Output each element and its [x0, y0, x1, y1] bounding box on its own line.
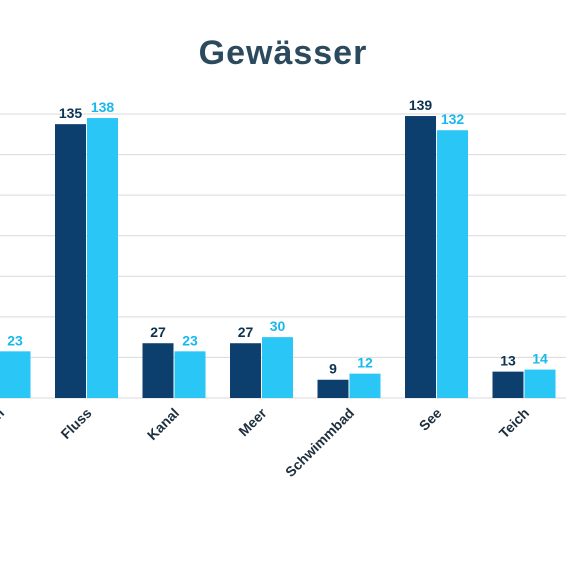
value-label: 23 [182, 332, 198, 348]
bar-schwimmbad-series-2 [349, 373, 381, 398]
bar-schwimmbad-series-1 [317, 379, 349, 398]
bar-n-series-2 [0, 351, 31, 398]
bar-teich-series-2 [524, 369, 556, 398]
bar-see-series-1 [405, 116, 436, 399]
bar-fluss-series-2 [87, 118, 118, 399]
category-label: Schwimmbad [282, 405, 357, 480]
value-label: 9 [329, 361, 337, 377]
value-label: 14 [532, 351, 548, 367]
value-label: 13 [500, 353, 516, 369]
category-label: Fluss [57, 405, 94, 442]
value-label: 30 [270, 318, 286, 334]
bars [0, 116, 556, 399]
category-label: Teich [496, 405, 532, 441]
value-label: 23 [7, 332, 23, 348]
value-label: 132 [441, 111, 465, 127]
category-label: Kanal [144, 405, 182, 443]
value-label: 27 [150, 324, 166, 340]
bar-meer-series-1 [230, 343, 261, 398]
bar-meer-series-2 [262, 337, 293, 398]
bar-fluss-series-1 [55, 124, 86, 399]
bar-teich-series-1 [492, 371, 524, 398]
value-label: 135 [59, 105, 83, 121]
value-label: 12 [357, 355, 373, 371]
value-label: 139 [409, 97, 433, 113]
value-labels: 23 135 138 27 23 27 30 9 12 139 132 13 14 [7, 97, 548, 377]
category-labels: nFlussKanalMeerSchwimmbadSeeTeichS [0, 404, 532, 480]
value-label: 27 [238, 324, 254, 340]
value-label: 138 [91, 99, 115, 115]
bar-kanal-series-2 [174, 351, 206, 398]
bar-see-series-2 [437, 130, 468, 398]
chart-title: Gewässer [198, 34, 368, 72]
bar-kanal-series-1 [142, 343, 174, 398]
category-label: See [416, 405, 445, 434]
category-label: Meer [235, 404, 270, 439]
category-label: n [0, 405, 7, 422]
